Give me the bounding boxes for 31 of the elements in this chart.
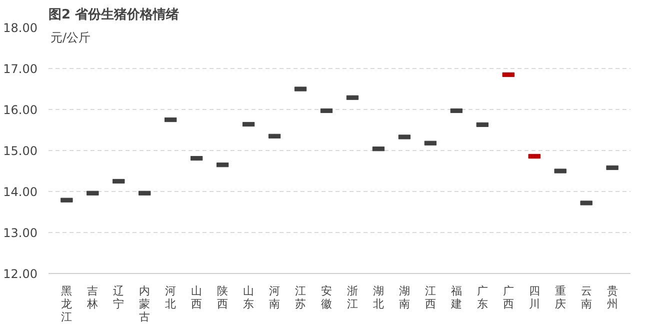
y-axis-title: 元/公斤 <box>50 30 91 44</box>
x-tick-label: 黑龙江 <box>61 284 72 324</box>
y-tick-label: 16.00 <box>3 103 38 117</box>
chart-title: 图2 省份生猪价格情绪 <box>48 8 180 22</box>
x-tick-label: 内蒙古 <box>139 284 150 324</box>
x-tick-label: 重庆 <box>554 284 566 310</box>
x-tick-label: 湖南 <box>398 284 410 310</box>
x-tick-label: 吉林 <box>86 284 98 310</box>
y-tick-label: 13.00 <box>3 226 38 240</box>
x-tick-label: 四川 <box>528 284 540 310</box>
x-tick-label: 广东 <box>476 284 488 310</box>
x-tick-label: 浙江 <box>346 284 358 310</box>
x-tick-label: 山西 <box>191 284 202 310</box>
x-tick-label: 福建 <box>450 284 462 310</box>
x-tick-label: 湖北 <box>372 284 384 310</box>
y-tick-label: 18.00 <box>3 21 38 35</box>
x-tick-label: 辽宁 <box>113 284 124 310</box>
x-tick-label: 江西 <box>424 284 436 310</box>
x-tick-label: 贵州 <box>606 284 618 310</box>
x-tick-label: 陕西 <box>217 284 228 310</box>
x-tick-label: 云南 <box>580 284 592 310</box>
x-tick-label: 河北 <box>165 284 176 310</box>
x-tick-label: 山东 <box>243 284 254 310</box>
x-tick-label: 广西 <box>502 284 514 310</box>
y-tick-label: 15.00 <box>3 144 38 158</box>
x-tick-label: 安徽 <box>321 284 332 310</box>
y-tick-label: 17.00 <box>3 62 38 76</box>
x-tick-label: 江苏 <box>295 284 306 310</box>
y-tick-label: 14.00 <box>3 185 38 199</box>
x-tick-label: 河南 <box>269 284 280 310</box>
y-tick-label: 12.00 <box>3 267 38 281</box>
